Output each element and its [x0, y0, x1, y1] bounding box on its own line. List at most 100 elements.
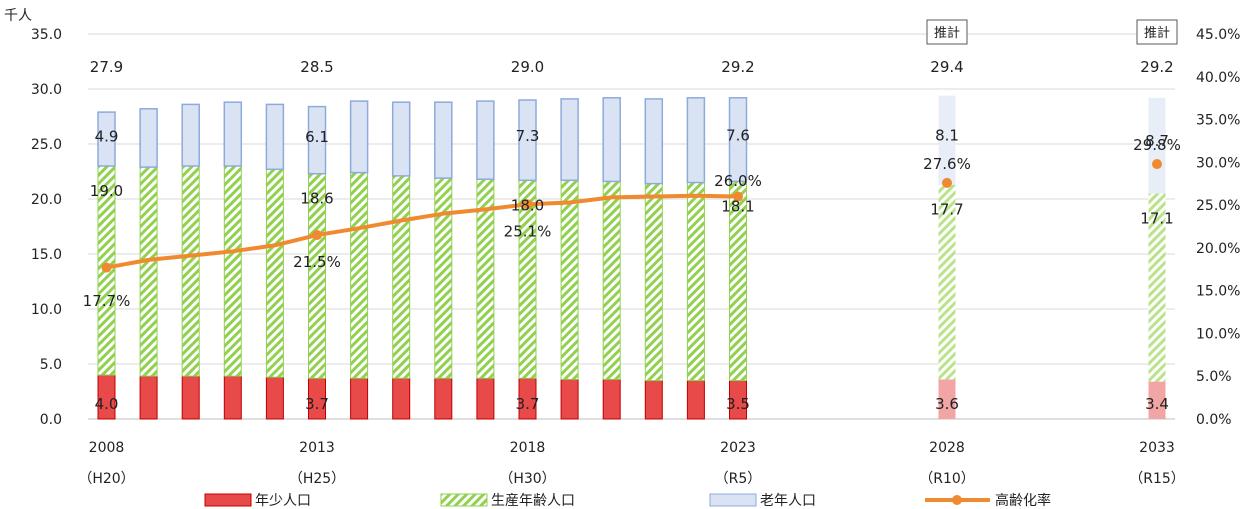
aging-rate-line	[101, 159, 1162, 273]
bar-elderly-2020	[602, 97, 621, 183]
legend-marker	[952, 495, 962, 505]
y-tick-label: 0.0	[40, 412, 62, 428]
data-label: 26.0%	[714, 172, 762, 190]
x-era-label: （H30）	[499, 471, 555, 487]
x-tick-label: 2018	[510, 440, 546, 456]
legend-item: 生産年齢人口	[440, 493, 575, 509]
legend-label: 年少人口	[255, 493, 311, 509]
legend: 年少人口 生産年齢人口 老年人口 高齢化率	[204, 492, 1051, 509]
data-label: 3.7	[516, 395, 540, 413]
data-label: 3.4	[1145, 395, 1169, 413]
axes: 0.0 5.0 10.0 15.0 20.0 25.0 30.0 35.0 0.0% 5.0% 10…	[4, 8, 1240, 487]
estimate-tag-text: 推計	[1144, 25, 1170, 41]
bar-elderly-2015	[391, 101, 411, 177]
y2-tick-label: 5.0%	[1196, 369, 1232, 385]
legend-item: 老年人口	[709, 493, 816, 509]
legend-item: 高齢化率	[925, 492, 1051, 509]
bar-youth-2016	[434, 377, 453, 420]
bar-youth-2022	[686, 380, 705, 420]
bar-youth-2019	[560, 378, 579, 420]
data-label: 3.6	[935, 395, 959, 413]
bar-elderly-2023	[728, 97, 748, 183]
bar-youth-2028	[938, 379, 956, 419]
y2-tick-label: 20.0%	[1196, 241, 1240, 257]
total-label: 29.4	[930, 58, 963, 76]
data-label: 25.1%	[504, 222, 552, 240]
bar-youth-2021	[644, 380, 663, 420]
grid-lines	[88, 33, 1175, 420]
data-label: 18.1	[721, 197, 754, 215]
y-tick-label: 20.0	[31, 192, 62, 208]
bar-working-age-2010	[181, 165, 200, 377]
bar-elderly-2009	[139, 108, 158, 168]
data-label: 4.9	[95, 127, 119, 145]
legend-item: 年少人口	[204, 493, 311, 509]
bar-elderly-2018	[518, 99, 537, 182]
bar-youth-2017	[476, 377, 495, 420]
y-tick-label: 5.0	[40, 357, 62, 373]
total-label: 29.2	[721, 58, 754, 76]
total-label: 29.2	[1140, 58, 1173, 76]
x-tick-label: 2023	[720, 440, 756, 456]
x-tick-label: 2028	[929, 440, 965, 456]
bar-elderly-2013	[307, 105, 327, 175]
bar-working-age-2033	[1148, 193, 1166, 382]
bar-working-age-2020	[602, 180, 621, 380]
data-label: 17.1	[1140, 210, 1173, 228]
aging-rate-marker	[101, 262, 112, 273]
total-label: 29.0	[511, 58, 544, 76]
bar-elderly-2028	[938, 95, 956, 185]
x-era-label: （R10）	[919, 471, 975, 487]
y2-tick-label: 35.0%	[1196, 113, 1240, 129]
aging-rate-marker	[733, 191, 743, 202]
bar-youth-2033	[1148, 381, 1166, 419]
aging-rate-marker	[522, 199, 533, 210]
bar-youth-2010	[181, 375, 200, 420]
y2-tick-label: 30.0%	[1196, 155, 1240, 171]
data-label: 8.1	[935, 127, 959, 145]
estimate-tag-text: 推計	[934, 25, 960, 41]
x-tick-label: 2033	[1139, 440, 1175, 456]
x-era-label: （R5）	[715, 471, 762, 487]
bar-elderly-2016	[434, 101, 453, 179]
total-label: 28.5	[300, 58, 333, 76]
legend-swatch	[709, 493, 757, 507]
data-label: 6.1	[305, 128, 329, 146]
estimate-tag: 推計	[926, 19, 968, 45]
data-label: 18.0	[511, 196, 544, 214]
data-label: 7.6	[726, 126, 750, 144]
y2-tick-label: 10.0%	[1196, 326, 1240, 342]
x-tick-label: 2008	[89, 440, 125, 456]
bar-youth-2014	[350, 377, 369, 420]
x-era-label: （H25）	[289, 471, 345, 487]
bar-working-age-2014	[350, 172, 369, 379]
aging-rate-polyline	[106, 193, 739, 270]
bar-youth-2015	[392, 377, 411, 420]
bar-youth-2009	[139, 375, 158, 420]
bar-working-age-2011	[223, 165, 242, 377]
total-label: 27.9	[90, 58, 123, 76]
data-label: 27.6%	[923, 155, 971, 173]
y-tick-label: 30.0	[31, 82, 62, 98]
bar-elderly-2022	[686, 97, 706, 184]
x-era-label: （H20）	[78, 471, 134, 487]
legend-swatch	[440, 493, 488, 507]
y2-tick-label: 45.0%	[1196, 27, 1240, 43]
estimate-tag: 推計	[1136, 19, 1178, 45]
estimate-tag-box	[1136, 19, 1178, 45]
estimate-tag-box	[926, 19, 968, 45]
bar-elderly-2011	[223, 101, 243, 167]
y-tick-label: 10.0	[31, 302, 62, 318]
data-label: 8.7	[1145, 132, 1169, 150]
y-tick-label: 35.0	[31, 27, 62, 43]
bar-working-age-2019	[560, 179, 579, 380]
bar-youth-2011	[223, 375, 242, 420]
data-label: 19.0	[90, 182, 123, 200]
bar-working-age-2012	[265, 168, 284, 378]
x-era-label: （R15）	[1129, 471, 1185, 487]
bar-working-age-2028	[938, 184, 956, 380]
data-label: 21.5%	[293, 253, 341, 271]
y2-tick-label: 15.0%	[1196, 284, 1240, 300]
data-label: 29.8%	[1133, 136, 1181, 154]
